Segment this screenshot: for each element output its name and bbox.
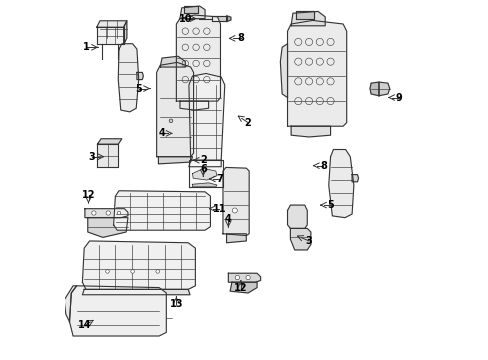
Polygon shape [212, 16, 226, 22]
Text: 9: 9 [394, 93, 401, 103]
Circle shape [92, 211, 96, 215]
Polygon shape [287, 21, 346, 126]
Polygon shape [290, 126, 330, 137]
Text: 5: 5 [135, 84, 142, 94]
Polygon shape [192, 183, 217, 187]
Text: 12: 12 [234, 283, 247, 293]
Polygon shape [160, 56, 185, 67]
Circle shape [156, 270, 159, 273]
Circle shape [117, 211, 121, 215]
Text: 4: 4 [158, 129, 165, 138]
Polygon shape [226, 234, 246, 243]
Polygon shape [118, 44, 139, 112]
Text: 12: 12 [81, 190, 95, 200]
Circle shape [169, 119, 172, 123]
Polygon shape [378, 82, 389, 96]
Polygon shape [97, 144, 118, 167]
Polygon shape [188, 73, 224, 160]
Text: 13: 13 [169, 299, 183, 309]
Polygon shape [328, 149, 353, 218]
Polygon shape [290, 12, 325, 26]
Polygon shape [97, 21, 126, 27]
Text: 3: 3 [88, 152, 95, 162]
Polygon shape [192, 168, 217, 180]
Polygon shape [158, 157, 192, 164]
Polygon shape [188, 160, 221, 167]
Text: 4: 4 [224, 215, 231, 224]
Polygon shape [223, 167, 249, 235]
Polygon shape [230, 282, 257, 293]
Circle shape [105, 270, 109, 273]
Polygon shape [180, 6, 204, 19]
Polygon shape [97, 139, 122, 144]
Polygon shape [64, 286, 77, 321]
Polygon shape [97, 27, 123, 44]
Text: 2: 2 [200, 155, 206, 165]
Polygon shape [137, 72, 143, 80]
Polygon shape [82, 241, 195, 289]
Circle shape [245, 275, 250, 280]
Text: 10: 10 [178, 14, 192, 24]
Text: 11: 11 [212, 204, 225, 214]
Circle shape [232, 208, 237, 213]
Polygon shape [290, 228, 310, 250]
Polygon shape [156, 62, 193, 157]
Polygon shape [296, 11, 314, 19]
Circle shape [106, 211, 110, 215]
Polygon shape [287, 205, 306, 228]
Polygon shape [183, 6, 198, 13]
Polygon shape [180, 101, 208, 110]
Text: 5: 5 [326, 200, 333, 210]
Text: 3: 3 [305, 236, 312, 246]
Polygon shape [176, 15, 220, 101]
Polygon shape [88, 218, 128, 237]
Polygon shape [82, 289, 190, 295]
Circle shape [131, 270, 134, 273]
Polygon shape [123, 21, 126, 44]
Polygon shape [85, 209, 128, 218]
Polygon shape [351, 175, 358, 182]
Polygon shape [226, 16, 230, 22]
Polygon shape [69, 286, 166, 336]
Polygon shape [369, 82, 378, 96]
Text: 1: 1 [83, 42, 90, 52]
Polygon shape [113, 191, 210, 230]
Text: 8: 8 [319, 161, 326, 171]
Polygon shape [188, 160, 223, 187]
Polygon shape [228, 273, 260, 282]
Text: 6: 6 [200, 164, 206, 174]
Text: 14: 14 [78, 320, 91, 330]
Text: 7: 7 [216, 174, 223, 184]
Text: 8: 8 [237, 33, 244, 43]
Circle shape [235, 275, 239, 280]
Polygon shape [280, 44, 287, 98]
Text: 2: 2 [244, 118, 251, 128]
